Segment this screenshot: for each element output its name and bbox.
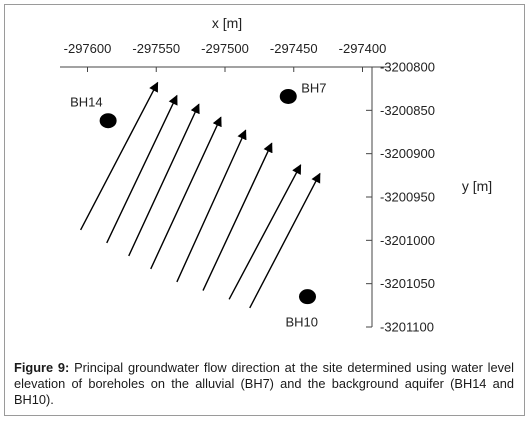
flow-direction-arrow — [80, 81, 159, 231]
flow-direction-arrow — [249, 172, 321, 309]
y-tick-label: -3200800 — [380, 60, 435, 75]
borehole-label: BH7 — [301, 80, 326, 95]
y-tick-label: -3201050 — [380, 276, 435, 291]
x-tick-label: -297450 — [270, 41, 318, 56]
y-axis-title: y [m] — [462, 178, 492, 194]
flow-direction-arrow — [150, 116, 222, 270]
flow-direction-arrow — [106, 94, 178, 244]
y-tick-label: -3201100 — [380, 320, 434, 335]
y-tick-label: -3201000 — [380, 233, 435, 248]
caption-label: Figure 9: — [14, 360, 70, 375]
x-tick-label: -297550 — [132, 41, 180, 56]
borehole-label: BH10 — [286, 315, 319, 330]
borehole-marker — [299, 289, 316, 305]
borehole-marker — [279, 88, 297, 104]
flow-direction-arrow — [228, 164, 302, 300]
flow-direction-arrow — [176, 129, 247, 283]
caption-text: Principal groundwater flow direction at … — [14, 360, 514, 407]
y-tick-label: -3200900 — [380, 146, 435, 161]
x-tick-label: -297600 — [64, 41, 112, 56]
borehole-marker — [99, 113, 117, 129]
figure-caption: Figure 9: Principal groundwater flow dir… — [14, 360, 514, 408]
y-tick-label: -3200950 — [380, 190, 435, 205]
borehole-label: BH14 — [70, 95, 103, 110]
y-tick-label: -3200850 — [380, 103, 435, 118]
x-tick-label: -297400 — [339, 41, 387, 56]
flow-direction-arrow — [202, 142, 273, 291]
flow-direction-arrow — [128, 103, 200, 257]
groundwater-flow-chart: -297600 -297550 -297500 -297450 -297400 -3200… — [60, 15, 492, 335]
x-axis-title: x [m] — [212, 15, 242, 31]
x-tick-label: -297500 — [201, 41, 249, 56]
